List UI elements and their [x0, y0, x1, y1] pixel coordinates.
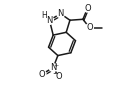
Text: O: O	[55, 72, 62, 81]
Circle shape	[46, 16, 53, 24]
Text: O: O	[86, 23, 93, 32]
Text: N: N	[46, 16, 53, 25]
Text: O: O	[39, 70, 45, 79]
Text: O: O	[84, 4, 91, 13]
Circle shape	[46, 16, 53, 24]
Circle shape	[84, 4, 91, 12]
Circle shape	[86, 24, 93, 32]
Text: H: H	[42, 11, 47, 20]
Text: +: +	[53, 63, 58, 68]
Text: N: N	[57, 9, 64, 18]
Circle shape	[38, 70, 46, 78]
Circle shape	[49, 64, 57, 72]
Text: N: N	[50, 63, 56, 72]
Circle shape	[57, 10, 65, 18]
Circle shape	[55, 73, 63, 81]
Text: −: −	[53, 71, 59, 77]
